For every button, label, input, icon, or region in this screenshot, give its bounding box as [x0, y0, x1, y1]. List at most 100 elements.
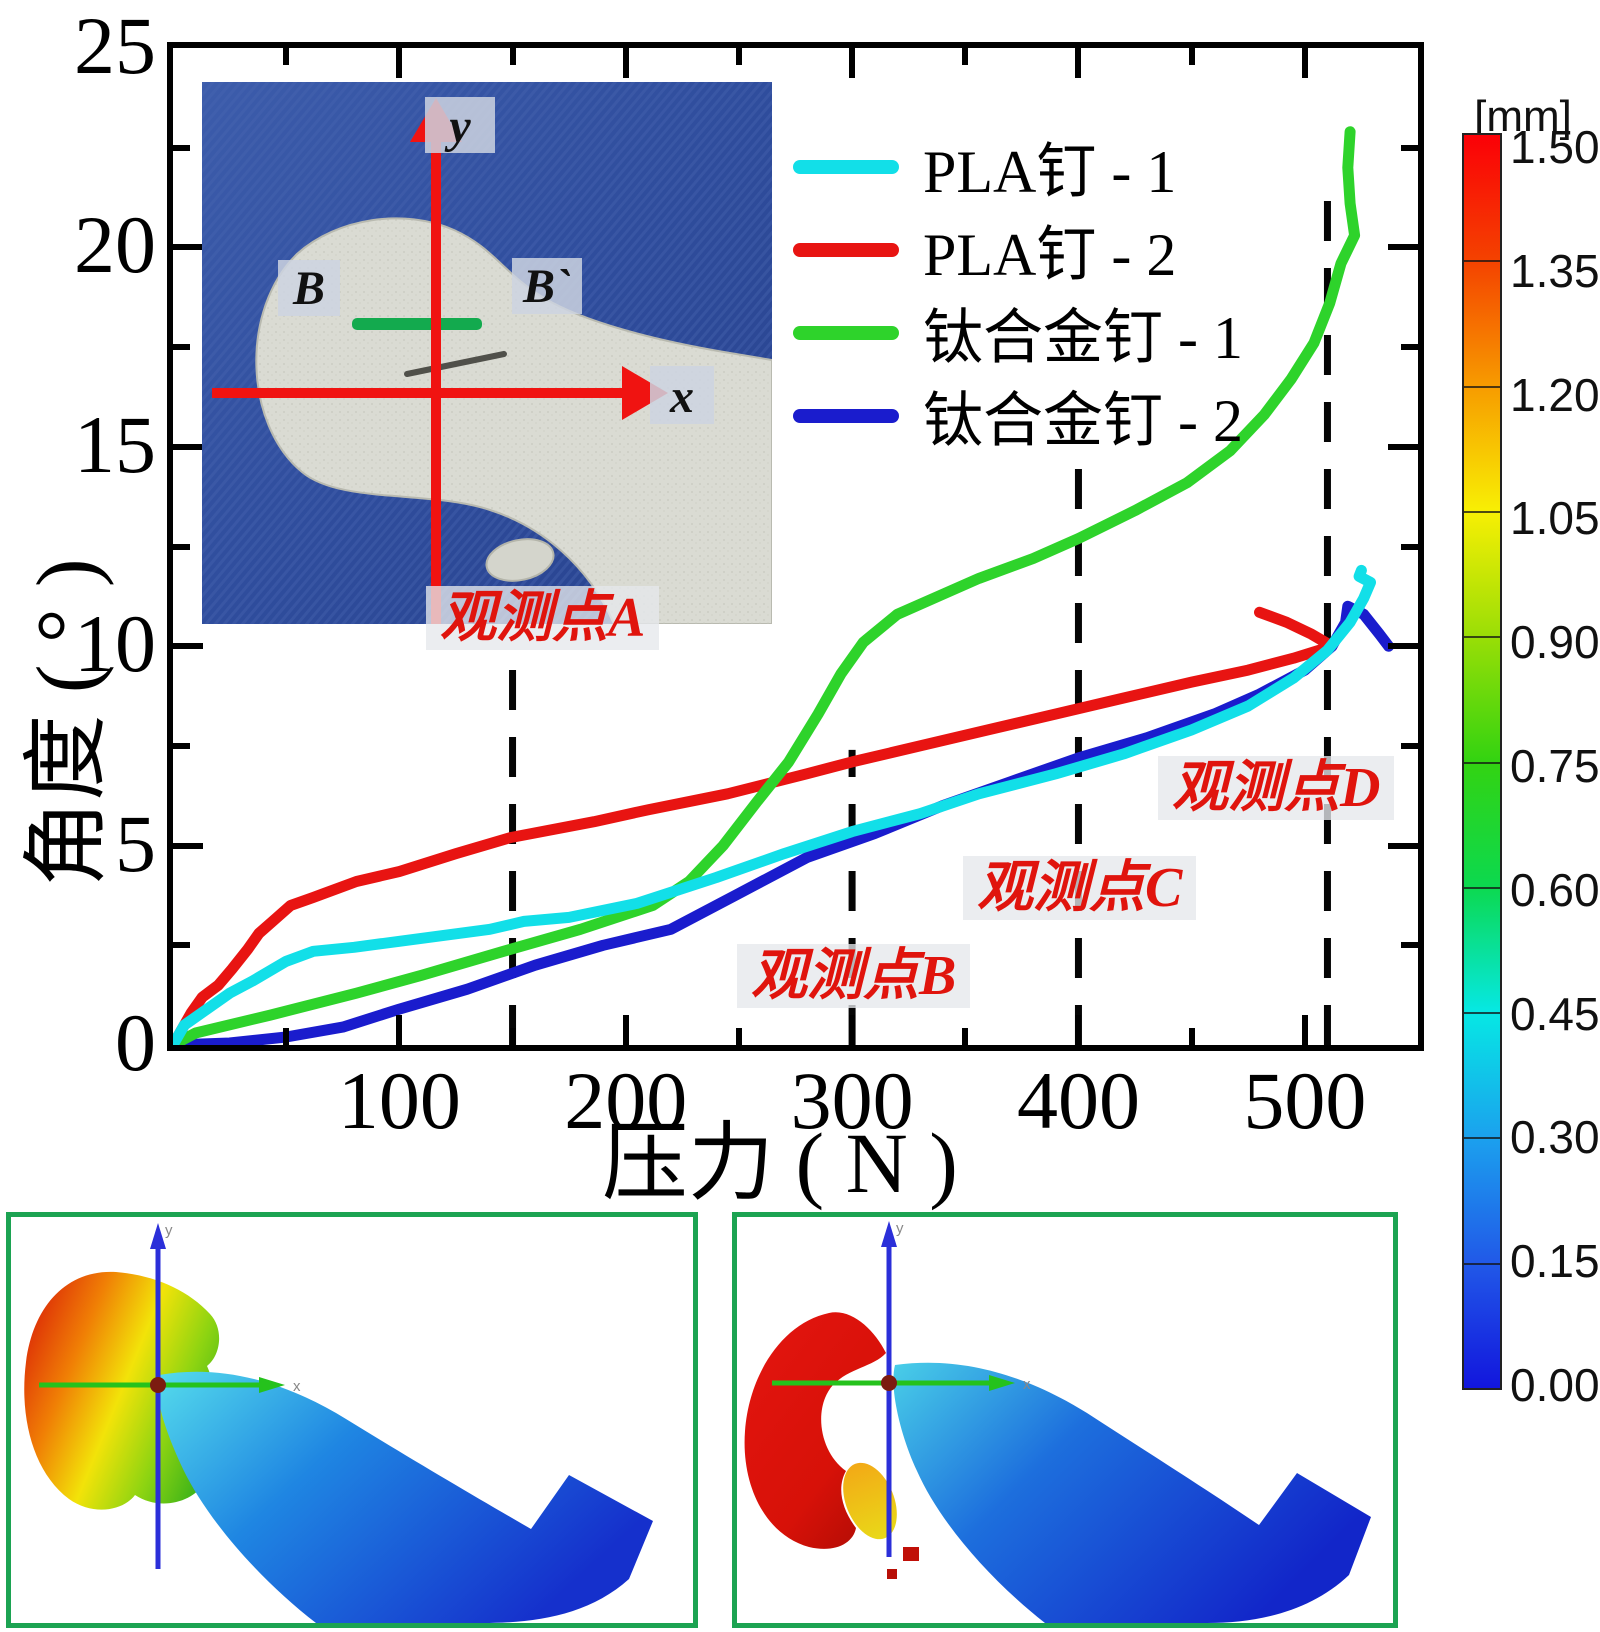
x-tick [509, 1028, 516, 1045]
y-tick-label: 15 [74, 398, 156, 490]
x-tick-label: 200 [564, 1055, 688, 1146]
y-tick-right [1401, 742, 1418, 749]
y-tick [173, 842, 203, 849]
inset-label-y-box [425, 97, 495, 153]
y-axis-title: 角度 ( ° ) [18, 558, 115, 887]
x-tick [1075, 1015, 1082, 1045]
legend-label: PLA钉 - 1 [923, 139, 1177, 205]
x-axis-title: 压力 ( N ) [602, 1115, 958, 1211]
deformation-head-left [24, 1271, 220, 1510]
x-tick [962, 1028, 969, 1045]
x-tick-top [396, 48, 403, 78]
x-tick [396, 1015, 403, 1045]
x-tick [622, 1015, 629, 1045]
panel-axes-left: x y [39, 1222, 301, 1569]
x-tick-top [735, 48, 742, 65]
colorbar [1462, 133, 1502, 1390]
legend-item: PLA钉 - 2 [793, 208, 1243, 291]
y-tick-label: 10 [74, 598, 156, 690]
colorbar-separator [1464, 761, 1500, 764]
colorbar-separator [1464, 1137, 1500, 1140]
deformation-body-left [157, 1371, 654, 1623]
legend-item: PLA钉 - 1 [793, 125, 1243, 208]
annotation-obs-c: 观测点C [963, 856, 1197, 920]
panel-axes-right: x y [772, 1220, 1031, 1557]
inset-label-b: B [292, 262, 325, 315]
series-PLA钉 - 1 [173, 564, 1376, 1045]
x-tick [1301, 1015, 1308, 1045]
scan-panel-left: x y [6, 1212, 698, 1628]
legend: PLA钉 - 1 PLA钉 - 2 钛合金钉 - 1 钛合金钉 - 2 [793, 125, 1243, 457]
y-tick-label: 5 [115, 797, 156, 889]
y-tick [173, 742, 190, 749]
legend-label: 钛合金钉 - 1 [923, 305, 1243, 371]
y-tick-right [1388, 443, 1418, 450]
panel-right-axis-y-label: y [896, 1220, 904, 1237]
deformation-head-right [744, 1312, 919, 1579]
deformation-body-right [893, 1362, 1371, 1623]
colorbar-separator [1464, 510, 1500, 513]
panel-right-axis-x-label: x [1023, 1376, 1031, 1393]
colorbar-tick-label: 1.20 [1510, 368, 1600, 421]
inset-bb-segment [352, 318, 482, 330]
inset-label-b-prime-box [512, 258, 582, 314]
plot-area [173, 48, 1418, 1045]
inset-photo: B B` y x [202, 82, 773, 625]
curves-svg [173, 126, 1395, 1045]
colorbar-tick-label: 1.05 [1510, 492, 1600, 545]
y-tick [173, 344, 190, 351]
y-tick-label: 25 [74, 0, 156, 92]
colorbar-separator [1464, 886, 1500, 889]
legend-label: 钛合金钉 - 2 [923, 388, 1243, 454]
y-tick-right [1388, 643, 1418, 650]
colorbar-separator [1464, 1012, 1500, 1015]
legend-label: PLA钉 - 2 [923, 222, 1177, 288]
inset-label-x: x [669, 370, 694, 423]
x-tick-top [509, 48, 516, 65]
x-tick-top [962, 48, 969, 65]
x-tick-top [1301, 48, 1308, 78]
inset-label-y: y [444, 100, 471, 153]
y-tick [173, 942, 190, 949]
colorbar-tick-label: 0.00 [1510, 1359, 1600, 1411]
legend-swatch [793, 159, 899, 174]
y-tick [173, 443, 203, 450]
x-tick [735, 1028, 742, 1045]
colorbar-title: [mm] [1474, 92, 1572, 141]
y-tick-label: 20 [74, 199, 156, 291]
y-tick [173, 144, 190, 151]
x-tick-top [1075, 48, 1082, 78]
x-tick [1188, 1028, 1195, 1045]
y-tick [173, 543, 190, 550]
inset-label-b-box [278, 260, 340, 316]
panel-left-axis-x-label: x [293, 1378, 301, 1395]
legend-item: 钛合金钉 - 1 [793, 291, 1243, 374]
x-tick-top [622, 48, 629, 78]
panel-left-axis-y-label: y [165, 1222, 173, 1239]
colorbar-separator [1464, 260, 1500, 263]
colorbar-tick-label: 0.45 [1510, 987, 1600, 1040]
y-tick-label: 0 [115, 997, 156, 1089]
x-tick-top [1188, 48, 1195, 65]
y-tick-right [1401, 344, 1418, 351]
inset-label-x-box [650, 366, 714, 424]
annotation-obs-a: 观测点A [426, 586, 660, 650]
legend-swatch [793, 325, 899, 340]
colorbar-tick-label: 0.15 [1510, 1235, 1600, 1288]
colorbar-tick-label: 1.50 [1510, 121, 1600, 173]
legend-swatch [793, 408, 899, 423]
x-tick-label: 100 [337, 1055, 461, 1146]
inset-photo-svg: B B` y x [202, 82, 773, 625]
y-tick-right [1401, 942, 1418, 949]
inset-label-b-prime: B` [522, 260, 571, 313]
x-tick-label: 400 [1016, 1055, 1140, 1146]
x-tick-top [283, 48, 290, 65]
colorbar-separator [1464, 636, 1500, 639]
y-tick [173, 643, 203, 650]
y-tick-right [1388, 842, 1418, 849]
x-tick [849, 1015, 856, 1045]
series-钛合金钉 - 1 [173, 126, 1361, 1045]
colorbar-tick-label: 0.60 [1510, 863, 1600, 916]
colorbar-tick-label: 1.35 [1510, 244, 1600, 297]
